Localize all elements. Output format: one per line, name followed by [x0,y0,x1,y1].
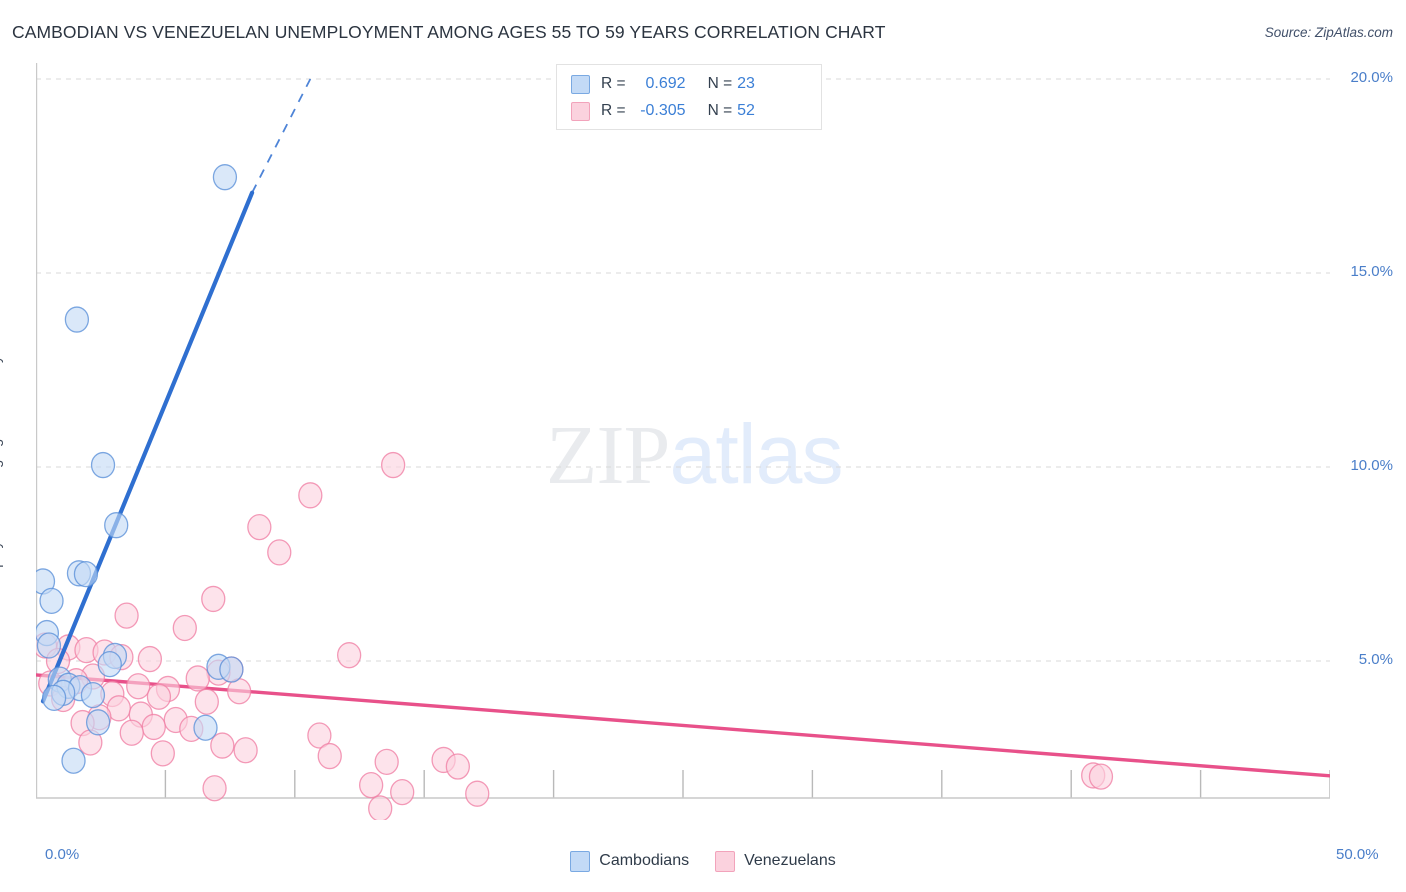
legend-label-venezuelans: Venezuelans [744,852,836,869]
x-axis-tick-first: 0.0% [45,846,80,863]
legend-item-cambodians[interactable]: Cambodians [570,850,690,872]
y-axis-tick-15: 15.0% [1350,263,1393,280]
r-value-venezuelans: -0.305 [640,102,686,119]
r-label-cambodians: R = [601,75,626,92]
chart-header: CAMBODIAN VS VENEZUELAN UNEMPLOYMENT AMO… [0,0,1406,56]
page-title: CAMBODIAN VS VENEZUELAN UNEMPLOYMENT AMO… [12,22,886,42]
y-axis-tick-5: 5.0% [1358,651,1393,668]
x-axis-tick-last: 50.0% [1336,846,1379,863]
y-axis-title: Unemployment Among Ages 55 to 59 years [0,327,4,607]
n-label-cambodians: N = [707,75,733,92]
stats-row-venezuelans: R = -0.305 N = 52 [571,97,755,125]
scatter-plot-area [36,63,1330,820]
legend-item-venezuelans[interactable]: Venezuelans [715,850,836,872]
y-axis-tick-20: 20.0% [1350,69,1393,86]
legend-color-box-cambodians-icon [570,850,591,872]
n-value-venezuelans: 52 [737,102,755,119]
r-value-cambodians: 0.692 [645,75,686,92]
r-label-venezuelans: R = [601,102,626,119]
legend-label-cambodians: Cambodians [599,852,690,869]
legend-swatch-blue-icon [571,74,590,94]
plot-canvas [36,63,1330,820]
n-value-cambodians: 23 [737,75,755,92]
stats-row-cambodians: R = 0.692 N = 23 [571,70,755,98]
y-axis-tick-10: 10.0% [1350,457,1393,474]
source-attribution: Source: ZipAtlas.com [1264,25,1393,40]
correlation-stats-box: R = 0.692 N = 23 R = -0.305 N = 52 [556,64,822,130]
series-legend: Cambodians Venezuelans [0,845,1406,877]
n-label-venezuelans: N = [707,102,733,119]
legend-color-box-venezuelans-icon [715,850,736,872]
legend-swatch-pink-icon [571,101,590,121]
